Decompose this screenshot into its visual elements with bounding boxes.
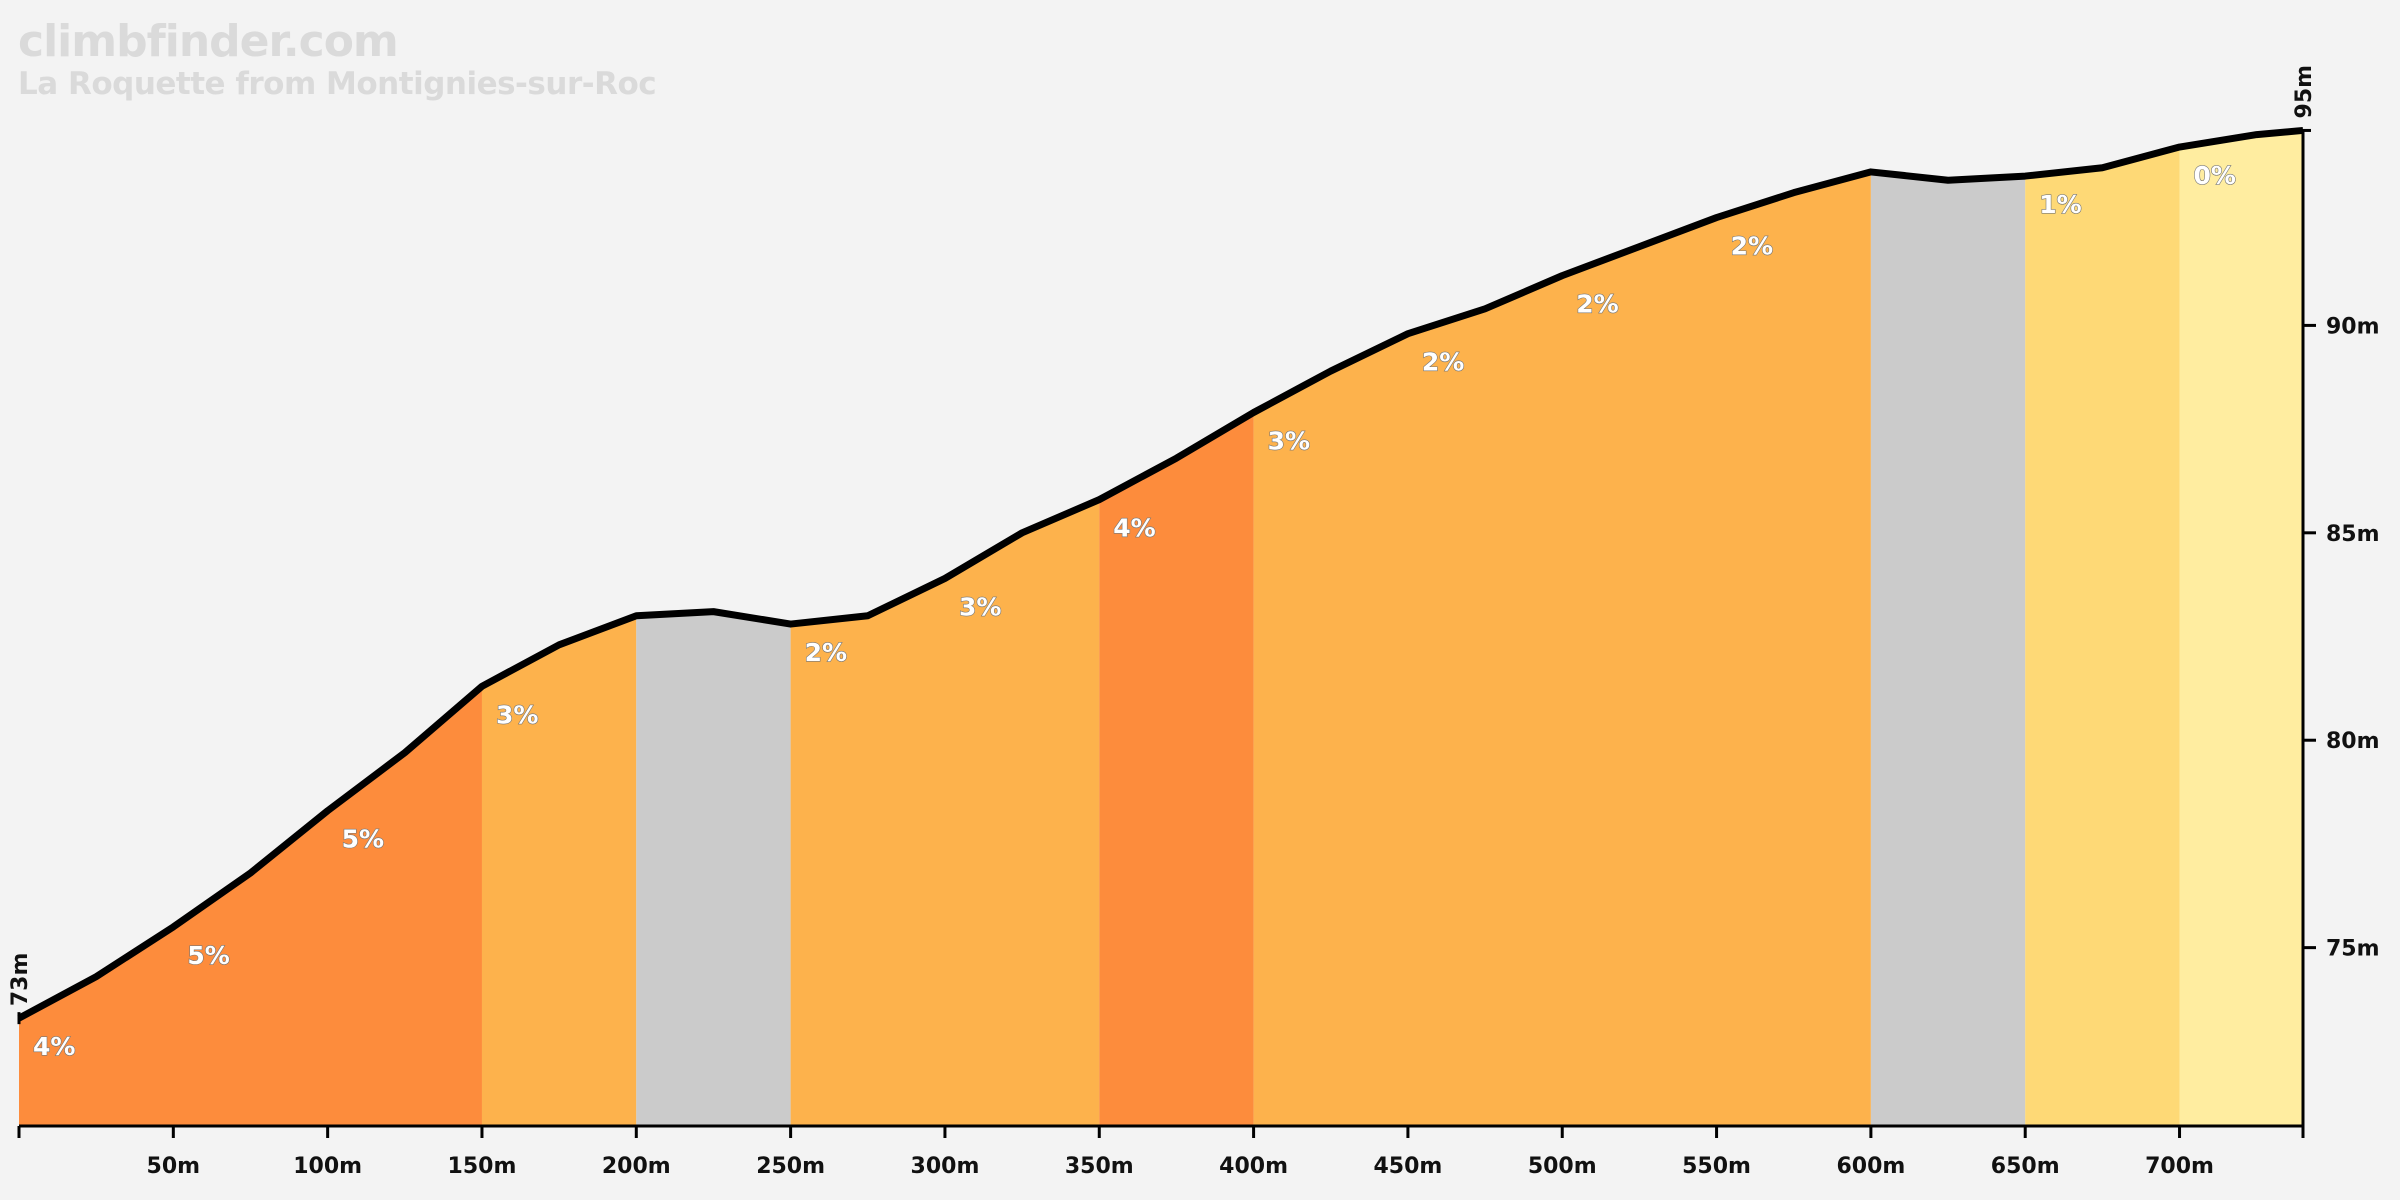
x-tick-label: 100m	[293, 1154, 362, 1179]
x-tick-label: 150m	[448, 1154, 517, 1179]
brand-watermark: climbfinder.com	[18, 16, 399, 67]
grade-label: 2%	[1731, 232, 1773, 261]
gradient-segment-1	[481, 615, 637, 1126]
x-tick-label: 50m	[147, 1154, 201, 1179]
x-tick-label: 600m	[1836, 1154, 1905, 1179]
elevation-profile-line	[17, 126, 2304, 1022]
gradient-segment-8	[2179, 130, 2303, 1126]
grade-label: 0%	[2194, 161, 2236, 190]
gradient-segment-4	[1099, 412, 1254, 1126]
x-tick-label: 350m	[1065, 1154, 1134, 1179]
gradient-segment-2	[636, 611, 791, 1126]
y-tick-label: 85m	[2326, 522, 2380, 547]
grade-label: 3%	[1268, 427, 1310, 456]
grade-label: 2%	[1422, 348, 1464, 377]
grade-label: 5%	[342, 825, 384, 854]
grade-label: 3%	[496, 700, 538, 729]
x-tick-label: 550m	[1682, 1154, 1751, 1179]
gradient-segment-3	[790, 499, 1100, 1126]
x-tick-label: 400m	[1219, 1154, 1288, 1179]
gradient-segment-0	[19, 686, 482, 1126]
y-tick-label: 90m	[2326, 314, 2380, 339]
grade-label: 4%	[33, 1032, 75, 1061]
grade-label: 4%	[1113, 514, 1155, 543]
x-tick-label: 300m	[911, 1154, 980, 1179]
grade-label: 3%	[959, 592, 1001, 621]
x-tick-label: 250m	[756, 1154, 825, 1179]
end-elevation-label: 95m	[2292, 65, 2317, 119]
y-tick-label: 80m	[2326, 729, 2380, 754]
gradient-segment-5	[1253, 171, 1871, 1127]
gradient-segment-7	[2025, 147, 2180, 1126]
x-tick-label: 650m	[1991, 1154, 2060, 1179]
x-tick-label: 200m	[602, 1154, 671, 1179]
y-tick-label: 75m	[2326, 937, 2380, 962]
x-tick-label: 500m	[1528, 1154, 1597, 1179]
climb-title: La Roquette from Montignies-sur-Roc	[18, 66, 657, 102]
gradient-segment-6	[1870, 171, 2026, 1127]
grade-label: 5%	[187, 941, 229, 970]
grade-label: 2%	[1576, 290, 1618, 319]
start-elevation-label: 73m	[8, 953, 33, 1007]
grade-label: 2%	[805, 638, 847, 667]
x-tick-label: 700m	[2145, 1154, 2214, 1179]
grade-label: 1%	[2039, 190, 2081, 219]
x-tick-label: 450m	[1373, 1154, 1442, 1179]
